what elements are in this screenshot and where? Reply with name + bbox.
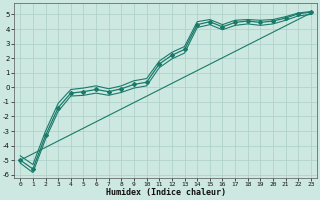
- X-axis label: Humidex (Indice chaleur): Humidex (Indice chaleur): [106, 188, 226, 197]
